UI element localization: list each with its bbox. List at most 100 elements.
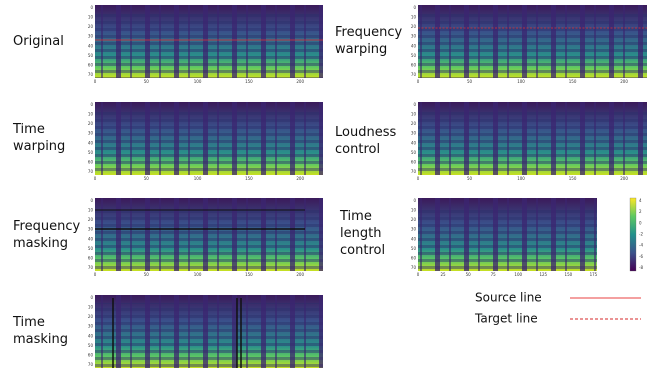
x-tick-label: 0 [94, 272, 97, 277]
y-tick-label: 20 [88, 24, 94, 29]
x-tick-label: 50 [144, 272, 150, 277]
x-tick-label: 150 [569, 79, 577, 84]
y-tick-label: 10 [88, 305, 94, 310]
x-tick-label: 50 [466, 272, 472, 277]
y-tick-label: 70 [411, 265, 417, 270]
spectrogram-gaps [418, 102, 647, 175]
y-tick-label: 20 [411, 217, 417, 222]
x-tick-label: 200 [620, 79, 628, 84]
x-tick-label: 25 [441, 272, 447, 277]
colorbar-tick-label: 2 [639, 209, 642, 214]
x-tick-label: 0 [417, 176, 420, 181]
x-tick-label: 175 [590, 272, 598, 277]
y-tick-label: 20 [411, 121, 417, 126]
panel-label: Original [13, 34, 64, 49]
panel-label: warping [13, 139, 65, 154]
y-tick-label: 10 [88, 112, 94, 117]
panel-label: warping [335, 42, 387, 57]
y-tick-label: 40 [88, 333, 94, 338]
spectrogram-gaps [95, 198, 323, 271]
y-tick-label: 60 [411, 255, 417, 260]
y-tick-label: 60 [88, 159, 94, 164]
y-tick-label: 0 [90, 102, 93, 107]
x-tick-label: 150 [245, 176, 253, 181]
x-tick-label: 50 [467, 79, 473, 84]
y-tick-label: 50 [411, 246, 417, 251]
y-tick-label: 30 [88, 227, 94, 232]
y-tick-label: 70 [88, 362, 94, 367]
panel-label: Time [12, 122, 45, 137]
y-tick-label: 0 [413, 198, 416, 203]
y-tick-label: 40 [88, 236, 94, 241]
spectrogram-gaps [95, 102, 323, 175]
x-tick-label: 75 [491, 272, 497, 277]
y-tick-label: 70 [88, 169, 94, 174]
panel-label: control [335, 142, 380, 157]
spectrogram-gaps [418, 5, 647, 78]
y-tick-label: 20 [88, 314, 94, 319]
y-tick-label: 10 [411, 112, 417, 117]
y-tick-label: 0 [413, 5, 416, 10]
x-tick-label: 125 [539, 272, 547, 277]
spectrogram-gaps [418, 198, 597, 271]
x-tick-label: 100 [194, 79, 202, 84]
y-tick-label: 60 [411, 159, 417, 164]
y-tick-label: 40 [88, 43, 94, 48]
x-tick-label: 0 [94, 79, 97, 84]
x-tick-label: 150 [565, 272, 573, 277]
y-tick-label: 10 [88, 208, 94, 213]
panel-label: length [340, 226, 381, 241]
y-tick-label: 30 [88, 131, 94, 136]
y-tick-label: 60 [88, 352, 94, 357]
colorbar-tick-label: 0 [639, 220, 642, 225]
y-tick-label: 40 [411, 140, 417, 145]
x-tick-label: 0 [417, 79, 420, 84]
y-tick-label: 10 [88, 15, 94, 20]
x-tick-label: 200 [296, 176, 304, 181]
colorbar-tick-label: 4 [639, 198, 642, 203]
spectrogram-gaps [95, 5, 323, 78]
y-tick-label: 20 [88, 121, 94, 126]
x-tick-label: 100 [517, 176, 525, 181]
y-tick-label: 0 [90, 295, 93, 300]
y-tick-label: 0 [413, 102, 416, 107]
legend-target: Target line [474, 312, 538, 326]
x-tick-label: 200 [296, 79, 304, 84]
y-tick-label: 10 [411, 15, 417, 20]
y-tick-label: 50 [411, 150, 417, 155]
y-tick-label: 60 [411, 62, 417, 67]
x-tick-label: 200 [620, 176, 628, 181]
x-tick-label: 50 [144, 176, 150, 181]
colorbar [629, 197, 637, 272]
y-tick-label: 30 [88, 34, 94, 39]
y-tick-label: 70 [88, 265, 94, 270]
y-tick-label: 40 [411, 43, 417, 48]
legend-source: Source line [475, 291, 542, 305]
x-tick-label: 50 [467, 176, 473, 181]
colorbar-tick-label: -8 [639, 265, 643, 270]
y-tick-label: 40 [411, 236, 417, 241]
colorbar-tick-label: -4 [639, 243, 643, 248]
x-tick-label: 50 [144, 79, 150, 84]
x-tick-label: 200 [296, 272, 304, 277]
y-tick-label: 70 [88, 72, 94, 77]
y-tick-label: 30 [88, 324, 94, 329]
y-tick-label: 20 [88, 217, 94, 222]
colorbar-tick-label: -6 [639, 254, 643, 259]
x-tick-label: 100 [517, 79, 525, 84]
y-tick-label: 30 [411, 34, 417, 39]
x-tick-label: 100 [194, 176, 202, 181]
y-tick-label: 50 [411, 53, 417, 58]
y-tick-label: 60 [88, 255, 94, 260]
y-tick-label: 0 [90, 198, 93, 203]
spectrogram-gaps [95, 295, 323, 368]
y-tick-label: 30 [411, 227, 417, 232]
panel-label: Frequency [13, 219, 80, 234]
y-tick-label: 40 [88, 140, 94, 145]
y-tick-label: 50 [88, 343, 94, 348]
x-tick-label: 150 [245, 79, 253, 84]
y-tick-label: 0 [90, 5, 93, 10]
y-tick-label: 30 [411, 131, 417, 136]
